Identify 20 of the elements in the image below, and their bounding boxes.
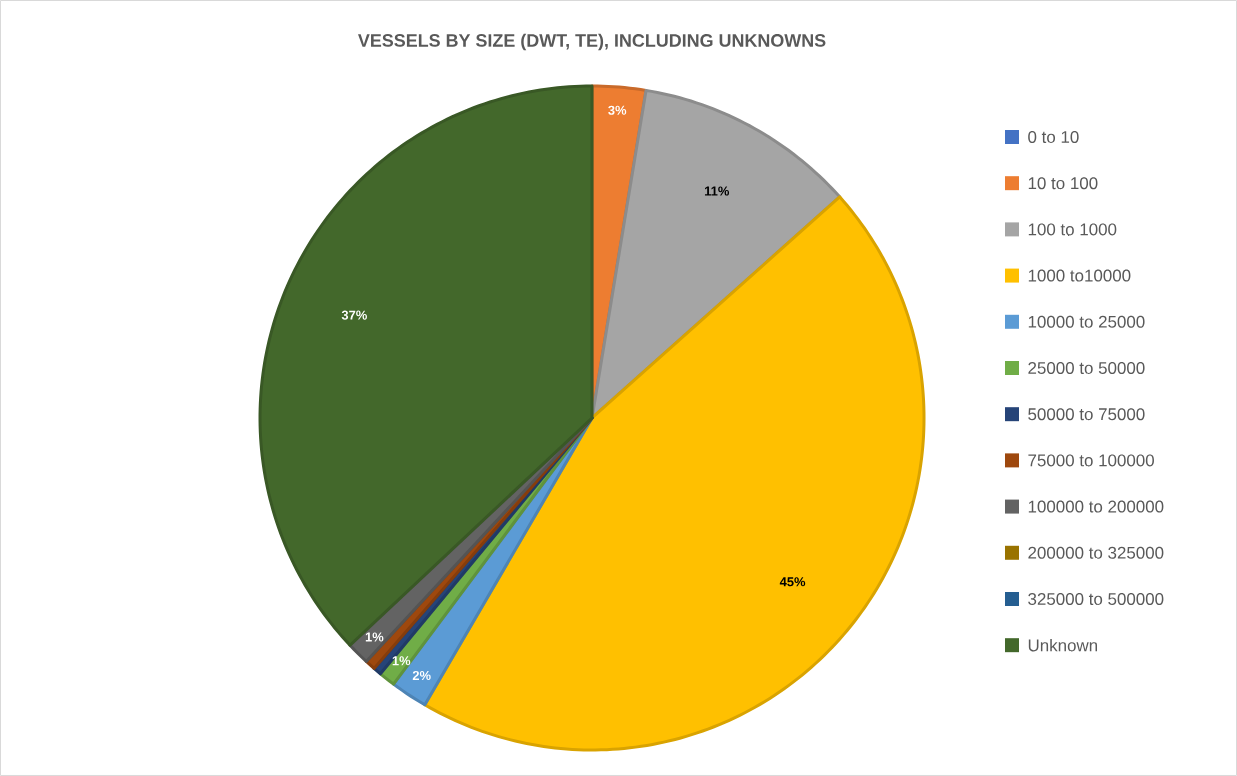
legend-label: 10000 to 25000 <box>1028 315 1145 328</box>
data-label: 37% <box>341 310 367 320</box>
legend-label: Unknown <box>1028 638 1098 652</box>
data-label: 3% <box>608 105 627 115</box>
data-label: 45% <box>779 577 806 587</box>
legend-label: 25000 to 50000 <box>1028 361 1145 374</box>
legend-label: 100 to 1000 <box>1028 223 1117 236</box>
data-label: 2% <box>412 670 431 681</box>
legend-label: 200000 to 325000 <box>1028 546 1164 559</box>
data-label: 1% <box>392 656 411 666</box>
data-label: 11% <box>704 186 730 196</box>
legend-label: 50000 to 75000 <box>1028 408 1145 421</box>
legend-label: 0 to 10 <box>1028 130 1079 143</box>
legend-label: 75000 to 100000 <box>1028 454 1154 467</box>
legend-label: 325000 to 500000 <box>1028 592 1164 605</box>
legend-label: 100000 to 200000 <box>1028 500 1164 513</box>
legend-label: 10 to 100 <box>1028 177 1098 190</box>
chart-title: VESSELS BY SIZE (DWT, TE), INCLUDING UNKNOWNS <box>358 33 826 51</box>
legend-label: 1000 to10000 <box>1028 269 1131 282</box>
data-label: 1% <box>365 632 384 642</box>
